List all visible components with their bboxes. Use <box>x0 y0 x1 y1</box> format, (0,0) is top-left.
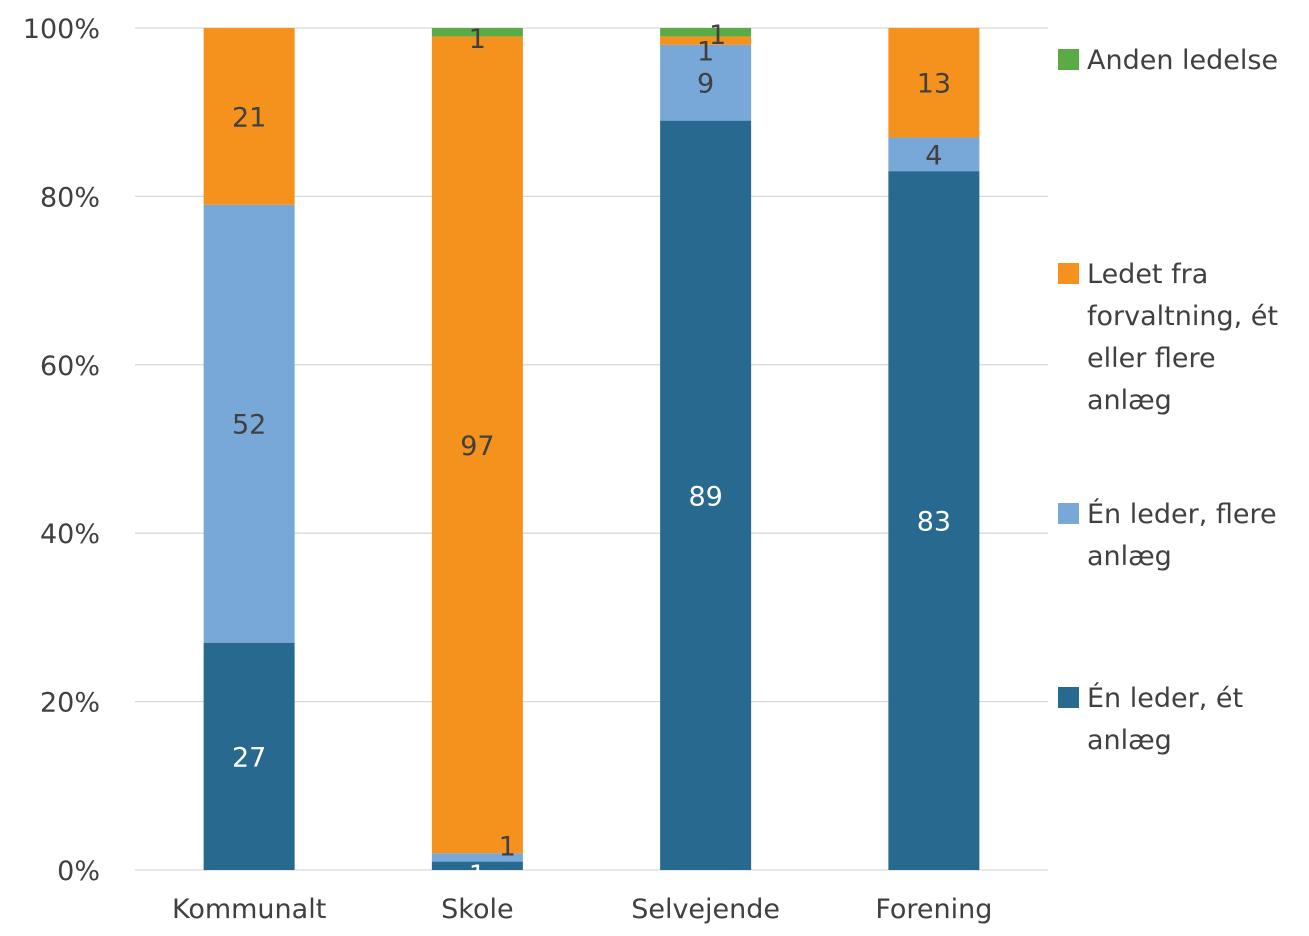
bar-segment-kommunalt-ledet-fra-forvaltning-et-eller-flere-anl-g <box>203 28 295 205</box>
legend-swatch <box>1058 503 1079 524</box>
x-axis: Kommunalt Skole Selvejende Forening <box>172 894 992 925</box>
data-label: 9 <box>697 69 714 100</box>
bar-segment-kommunalt-en-leder-flere-anl-g <box>203 204 295 643</box>
y-tick-label: 0% <box>57 856 100 887</box>
legend-swatch <box>1058 263 1079 284</box>
x-tick-label: Kommunalt <box>172 894 326 925</box>
bar-segment-skole-en-leder-et-anl-g <box>431 861 523 870</box>
bars <box>203 28 980 871</box>
bar-segment-forening-en-leder-flere-anl-g <box>888 137 980 172</box>
legend-label: Én leder, ét <box>1087 682 1243 714</box>
legend-item-en-leder-flere-anl-g: Én leder, flere anlæg <box>1058 498 1277 572</box>
legend-label: Ledet fra <box>1087 259 1208 290</box>
x-tick-label: Forening <box>875 894 992 925</box>
legend-item-anden-ledelse: Anden ledelse <box>1058 45 1278 76</box>
data-label: 83 <box>917 507 951 538</box>
legend-item-en-leder-et-anl-g: Én leder, ét anlæg <box>1058 682 1243 756</box>
legend-label: eller flere <box>1087 343 1216 374</box>
bar-segment-forening-ledet-fra-forvaltning-et-eller-flere-anl-g <box>888 28 980 138</box>
bar-segment-kommunalt-en-leder-et-anl-g <box>203 642 295 870</box>
data-label: 13 <box>917 69 951 100</box>
legend-label: Én leder, flere <box>1087 498 1277 530</box>
legend-item-ledet-fra-forvaltning-et-eller-flere-anl-g: Ledet fra forvaltning, ét eller flere anlæg <box>1058 259 1278 416</box>
bar-segment-selvejende-ledet-fra-forvaltning-et-eller-flere-anl-g <box>660 36 752 45</box>
legend-swatch <box>1058 49 1079 70</box>
legend-label: forvaltning, ét <box>1087 301 1278 332</box>
legend-swatch <box>1058 687 1079 708</box>
data-label: 1 <box>709 20 726 51</box>
bar-segment-selvejende-anden-ledelse <box>660 28 752 37</box>
y-tick-label: 100% <box>23 14 100 45</box>
y-tick-label: 80% <box>40 182 100 213</box>
bar-segment-forening-en-leder-et-anl-g <box>888 171 980 870</box>
legend-label: anlæg <box>1087 541 1172 572</box>
data-label: 1 <box>499 831 516 862</box>
data-label: 4 <box>925 140 942 171</box>
data-label: 1 <box>469 860 486 891</box>
legend-label: anlæg <box>1087 385 1172 416</box>
x-tick-label: Selvejende <box>631 894 780 925</box>
legend-label: anlæg <box>1087 725 1172 756</box>
y-tick-label: 20% <box>40 688 100 719</box>
data-label: 1 <box>697 37 714 68</box>
data-label: 52 <box>232 410 266 441</box>
data-label: 1 <box>469 24 486 55</box>
data-label: 89 <box>688 481 722 512</box>
legend: Anden ledelse Ledet fra forvaltning, ét ell… <box>1058 45 1278 756</box>
data-label: 97 <box>460 431 494 462</box>
bar-segment-skole-ledet-fra-forvaltning-et-eller-flere-anl-g <box>431 36 523 854</box>
bar-segment-skole-en-leder-flere-anl-g <box>431 853 523 862</box>
x-tick-label: Skole <box>441 894 513 925</box>
y-axis: 0% 20% 40% 60% 80% 100% <box>23 14 100 887</box>
data-label: 21 <box>232 102 266 133</box>
bar-segment-selvejende-en-leder-flere-anl-g <box>660 44 752 121</box>
bar-segment-skole-anden-ledelse <box>431 28 523 37</box>
data-label: 27 <box>232 742 266 773</box>
y-tick-label: 60% <box>40 351 100 382</box>
legend-label: Anden ledelse <box>1087 45 1278 76</box>
bar-segment-selvejende-en-leder-et-anl-g <box>660 120 752 871</box>
y-tick-label: 40% <box>40 519 100 550</box>
